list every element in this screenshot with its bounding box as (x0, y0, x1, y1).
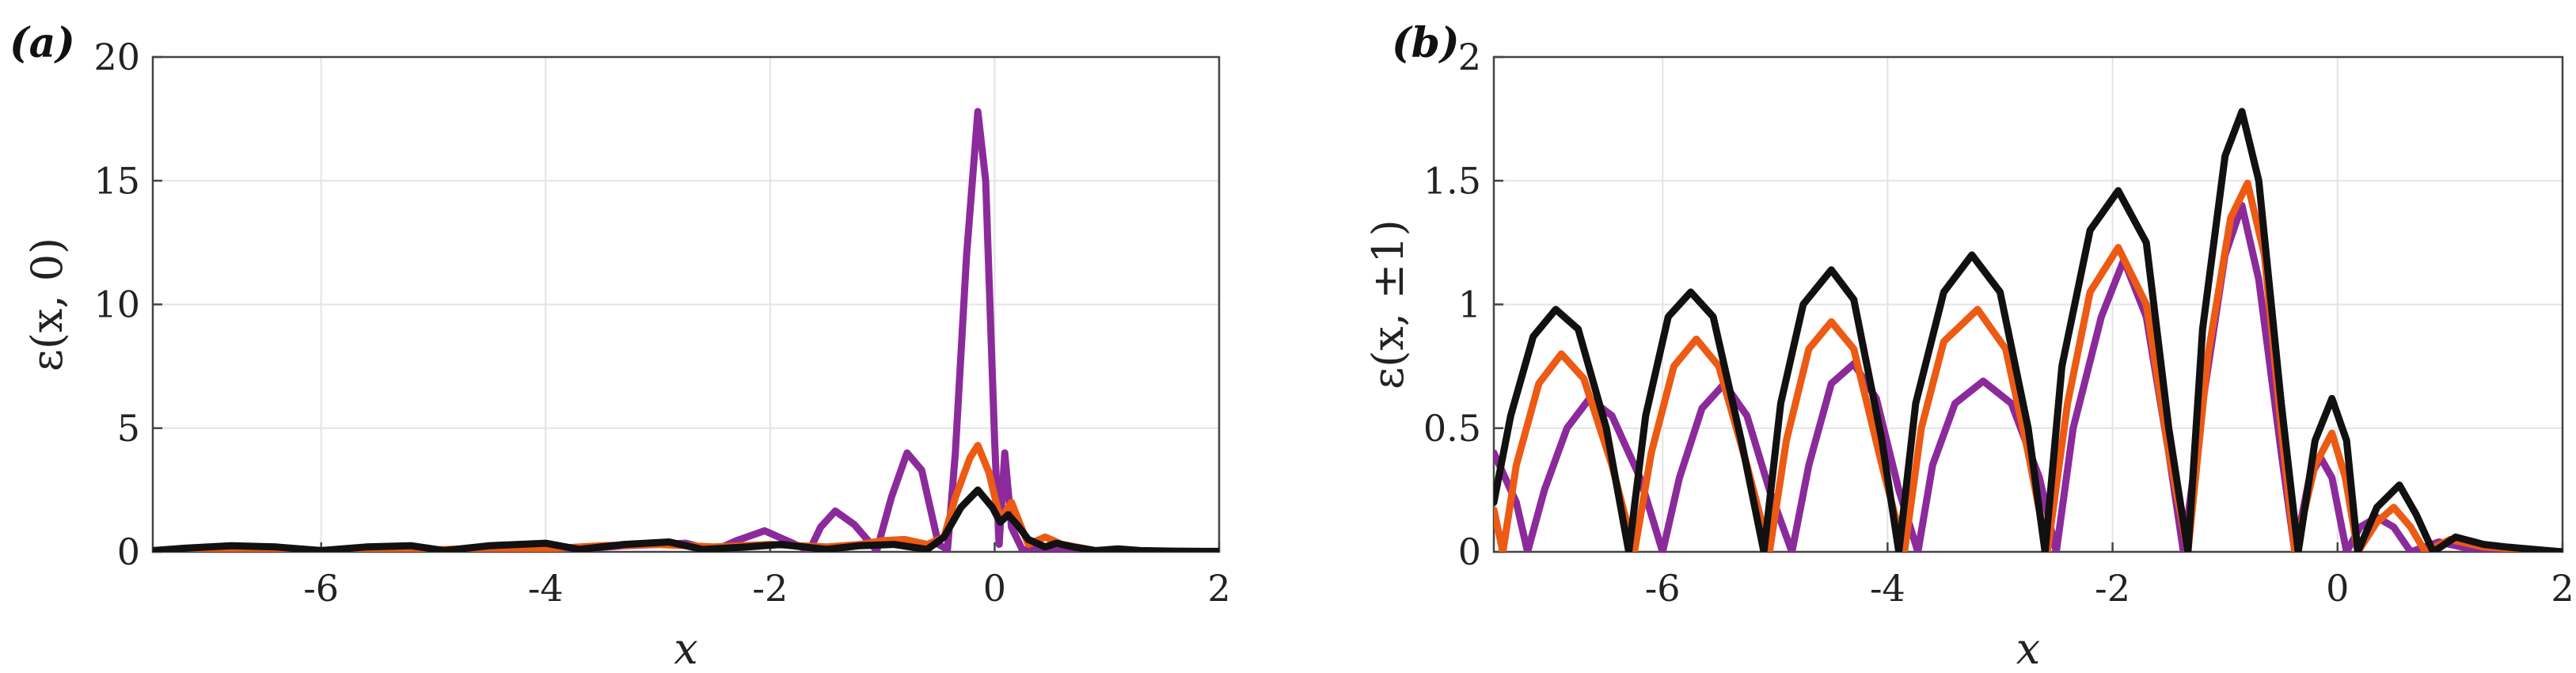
panel-b-x-tick-label: -6 (1645, 567, 1681, 610)
panel-a-y-tick-label: 5 (117, 407, 140, 450)
panel-a-y-axis-label: ε(x, 0) (22, 238, 72, 371)
panel-b-series-black (1494, 108, 2563, 552)
panel-b-y-tick-label: 0.5 (1423, 407, 1481, 450)
panel-b-y-tick-label: 1 (1458, 283, 1481, 326)
panel-a-series-black (153, 486, 1219, 552)
panel-a-x-axis-label: x (674, 624, 697, 673)
panel-a-y-tick-label: 20 (93, 36, 140, 78)
panel-b-x-tick-label: -4 (1870, 567, 1905, 610)
panel-b-x-tick-label: -2 (2095, 567, 2130, 610)
panel-a-series-orange (153, 442, 1219, 552)
panel-b-y-tick-label: 1.5 (1423, 159, 1481, 202)
panel-a-x-tick-label: 0 (983, 567, 1006, 610)
panel-b-x-tick-label: 2 (2551, 567, 2574, 610)
panel-a-x-tick-label: -2 (752, 567, 788, 610)
panel-a-x-tick-label: -6 (303, 567, 339, 610)
panel-a-x-tick-label: -4 (528, 567, 564, 610)
panel-a-series-purple (153, 108, 1219, 552)
panel-b-label: (b) (1392, 19, 1460, 67)
panel-a-label: (a) (9, 19, 75, 67)
panel-b: (b) -6 -4 -2 0 2 0 0.5 1 1.5 2 x ε(x, ±1) (1363, 19, 2574, 673)
panel-b-x-tick-label: 0 (2326, 567, 2349, 610)
panel-b-y-axis-label: ε(x, ±1) (1363, 219, 1413, 390)
panel-a-y-tick-label: 10 (93, 283, 140, 326)
panel-a-x-tick-label: 2 (1207, 567, 1230, 610)
panel-b-y-tick-label: 2 (1458, 36, 1481, 78)
panel-b-y-tick-label: 0 (1458, 530, 1481, 573)
panel-a-y-tick-label: 0 (117, 530, 140, 573)
panel-a-y-tick-label: 15 (93, 159, 140, 202)
panel-b-x-axis-label: x (2016, 624, 2040, 673)
